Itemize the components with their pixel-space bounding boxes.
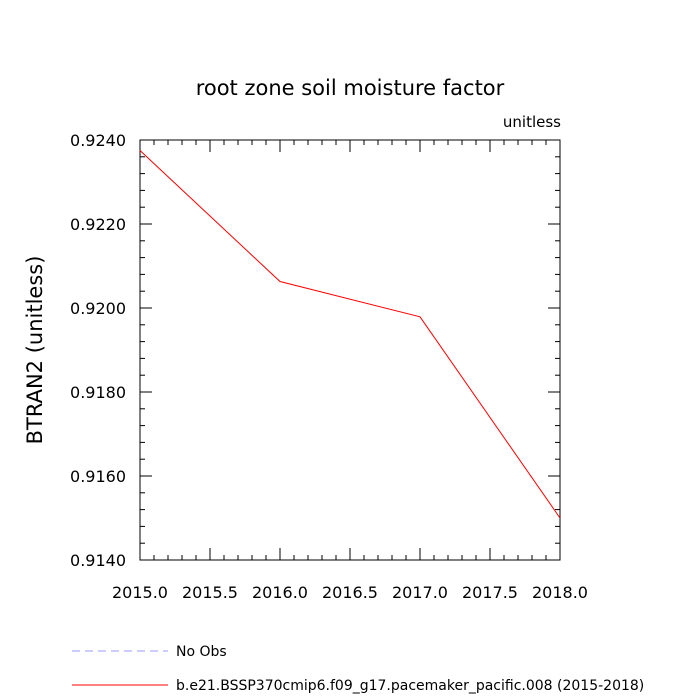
- legend-label: No Obs: [176, 644, 227, 660]
- series-lines: [139, 150, 561, 519]
- y-tick-label: 0.9160: [70, 467, 126, 486]
- x-tick-label: 2018.0: [532, 583, 588, 602]
- tick-labels: 2015.0 2015.5 2016.0 2016.5 2017.0 2017.5 2018…: [70, 131, 588, 602]
- x-tick-label: 2015.5: [182, 583, 238, 602]
- x-tick-label: 2016.5: [322, 583, 378, 602]
- x-tick-label: 2017.0: [392, 583, 448, 602]
- y-tick-label: 0.9240: [70, 131, 126, 150]
- y-tick-label: 0.9220: [70, 215, 126, 234]
- x-tick-label: 2016.0: [252, 583, 308, 602]
- units-label: unitless: [503, 113, 561, 131]
- x-tick-label: 2015.0: [112, 583, 168, 602]
- legend: No Obs b.e21.BSSP370cmip6.f09_g17.pacemak…: [72, 644, 644, 694]
- y-tick-label: 0.9180: [70, 383, 126, 402]
- legend-label: b.e21.BSSP370cmip6.f09_g17.pacemaker_pac…: [176, 678, 644, 694]
- plot-frame: [139, 139, 561, 561]
- y-tick-label: 0.9140: [70, 551, 126, 570]
- x-tick-label: 2017.5: [462, 583, 518, 602]
- series-line: [139, 150, 561, 519]
- y-axis-label: BTRAN2 (unitless): [23, 256, 47, 445]
- y-tick-label: 0.9200: [70, 299, 126, 318]
- chart-title: root zone soil moisture factor: [196, 76, 505, 100]
- axis-ticks: [139, 139, 561, 561]
